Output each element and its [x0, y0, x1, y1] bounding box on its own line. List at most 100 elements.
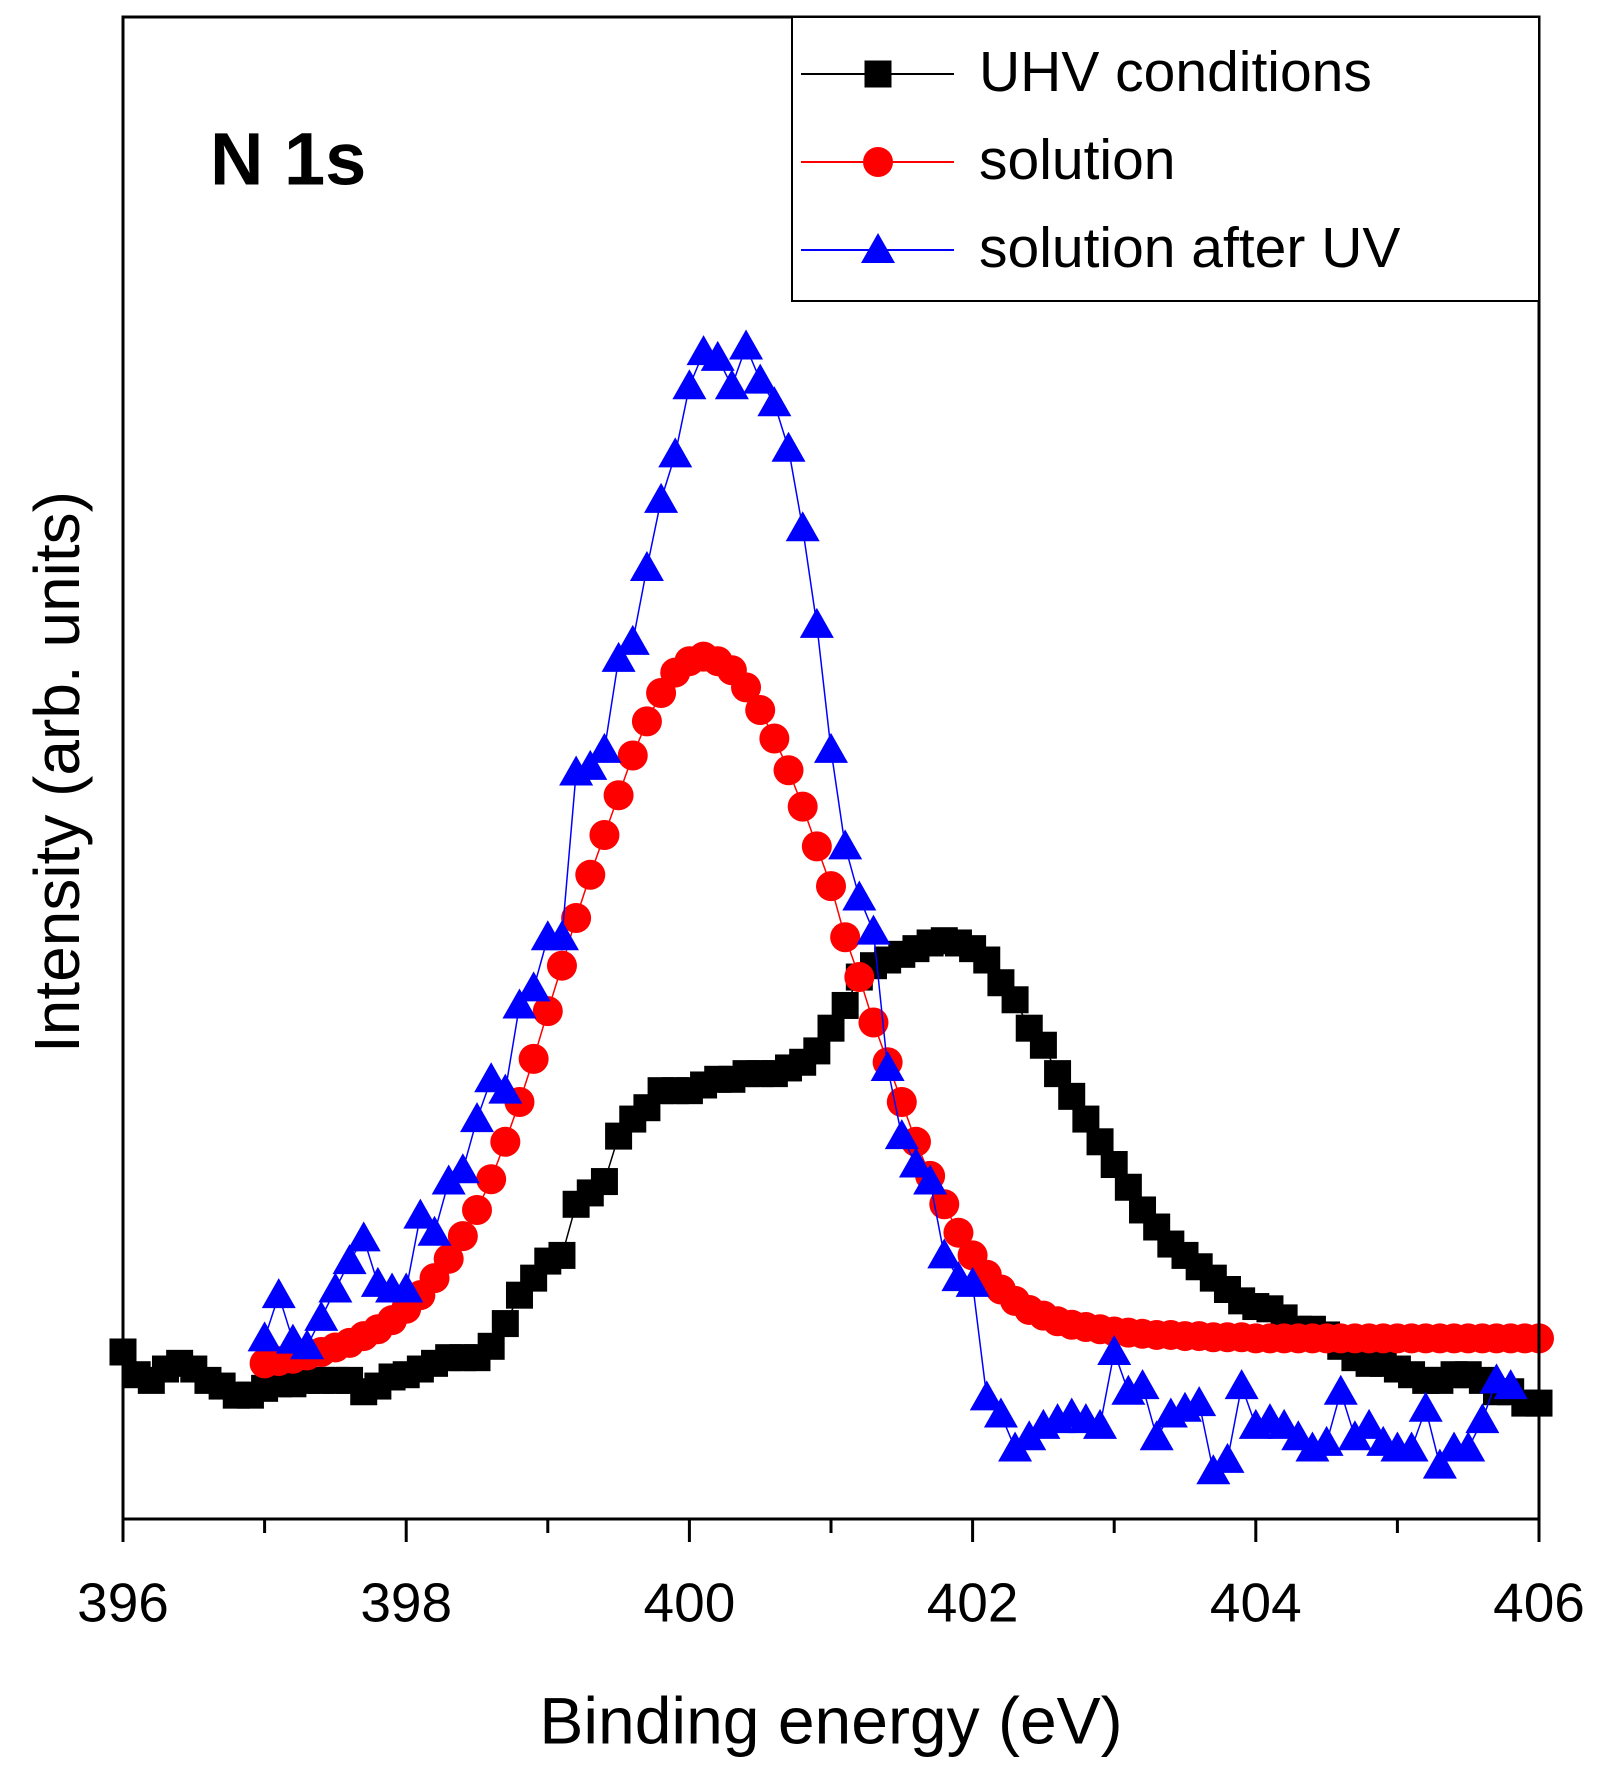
data-point — [817, 1014, 845, 1042]
data-point — [700, 340, 735, 371]
data-point — [858, 1007, 889, 1038]
legend-marker — [861, 233, 895, 263]
legend-marker — [863, 147, 893, 177]
data-point — [518, 1043, 549, 1074]
x-tick-label: 396 — [77, 1572, 169, 1634]
data-point — [870, 1050, 905, 1081]
data-point — [1493, 1369, 1528, 1400]
data-point — [589, 820, 620, 851]
data-point — [831, 991, 859, 1019]
data-point — [617, 740, 648, 771]
data-point — [672, 369, 707, 400]
data-point — [955, 1266, 990, 1297]
data-point — [389, 1272, 424, 1303]
data-point — [490, 1126, 521, 1157]
data-point — [516, 971, 551, 1002]
data-point — [532, 996, 563, 1027]
data-point — [1210, 1442, 1245, 1473]
data-point — [1422, 1448, 1457, 1479]
data-point — [561, 902, 592, 933]
data-point — [601, 641, 636, 672]
data-point — [757, 386, 792, 417]
x-tick-label: 402 — [927, 1572, 1019, 1634]
data-point — [502, 988, 537, 1019]
data-point — [548, 1241, 576, 1269]
data-point — [1125, 1369, 1160, 1400]
data-point — [1309, 1425, 1344, 1456]
data-point — [830, 922, 861, 953]
data-point — [290, 1329, 325, 1360]
data-point — [929, 1189, 960, 1220]
data-point — [969, 1380, 1004, 1411]
data-point — [785, 511, 820, 542]
data-point — [445, 1153, 480, 1184]
data-point — [1394, 1431, 1429, 1462]
data-point — [491, 1310, 519, 1338]
data-point — [615, 624, 650, 655]
data-point — [1029, 1031, 1057, 1059]
data-point — [1451, 1431, 1486, 1462]
data-point — [1072, 1105, 1100, 1133]
data-point — [898, 1147, 933, 1178]
data-point — [433, 1243, 464, 1274]
data-point — [544, 920, 579, 951]
data-point — [304, 1300, 339, 1331]
data-point — [828, 829, 863, 860]
data-point — [1044, 1060, 1072, 1088]
data-point — [801, 831, 832, 862]
data-point — [629, 551, 664, 582]
data-point — [731, 672, 762, 703]
x-axis-label: Binding energy (eV) — [539, 1683, 1122, 1757]
data-point — [318, 1272, 353, 1303]
data-point — [603, 780, 634, 811]
data-point — [927, 1238, 962, 1269]
data-point — [714, 369, 749, 400]
data-point — [1058, 1082, 1086, 1110]
data-point — [759, 723, 790, 754]
data-point — [943, 1217, 974, 1248]
data-point — [771, 431, 806, 462]
data-point — [1086, 1128, 1114, 1156]
data-point — [1465, 1403, 1500, 1434]
data-point — [1083, 1408, 1118, 1439]
data-point — [886, 1087, 917, 1118]
x-tick-label: 404 — [1210, 1572, 1302, 1634]
annotation: N 1s — [210, 118, 366, 201]
x-tick-label: 398 — [360, 1572, 452, 1634]
data-point — [787, 791, 818, 822]
data-point — [447, 1221, 478, 1252]
data-point — [803, 1037, 831, 1065]
data-point — [844, 962, 875, 993]
data-point — [743, 363, 778, 394]
data-point — [346, 1221, 381, 1252]
data-point — [1408, 1391, 1443, 1422]
data-point — [332, 1244, 367, 1275]
data-point — [816, 871, 846, 902]
data-point — [462, 1194, 492, 1225]
data-point — [814, 732, 848, 763]
data-point — [973, 946, 1001, 974]
data-point — [575, 859, 606, 890]
legend-label: UHV conditions — [979, 40, 1372, 104]
data-point — [476, 1164, 507, 1195]
data-point — [1224, 1369, 1259, 1400]
data-point — [460, 1102, 494, 1133]
data-point — [477, 1332, 505, 1360]
data-point — [1352, 1408, 1387, 1439]
data-point — [842, 880, 877, 911]
data-point — [773, 755, 804, 786]
data-point — [261, 1278, 296, 1309]
legend-label: solution after UV — [979, 216, 1400, 280]
data-point — [745, 695, 776, 726]
data-point — [1097, 1334, 1132, 1365]
data-point — [658, 437, 693, 468]
data-point — [488, 1073, 523, 1104]
data-point — [856, 914, 891, 945]
data-point — [573, 749, 608, 780]
y-axis-label: Intensity (arb. units) — [21, 491, 93, 1053]
data-point — [1139, 1420, 1174, 1451]
legend-label: solution — [979, 128, 1175, 192]
data-point — [587, 732, 622, 763]
data-point — [546, 950, 577, 981]
